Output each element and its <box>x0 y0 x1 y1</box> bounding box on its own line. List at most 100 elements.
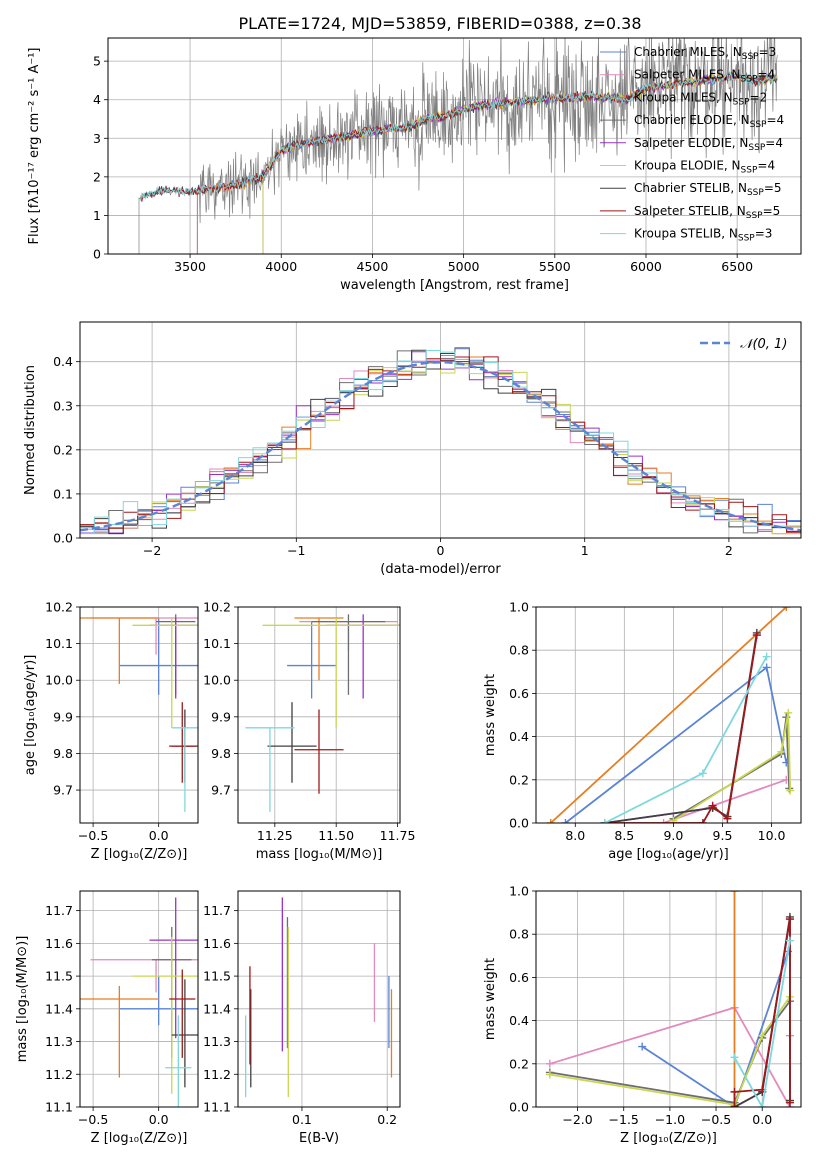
y-tick-label: 0.4 <box>509 1013 529 1028</box>
x-tick-label: 0.0 <box>752 1112 772 1127</box>
y-tick-label: 0.0 <box>509 1100 529 1115</box>
plot-area <box>546 607 795 823</box>
x-tick-label: 11.25 <box>257 828 293 843</box>
weight-marker <box>546 819 555 823</box>
y-tick-label: 0.0 <box>53 531 73 546</box>
x-tick-label: −0.5 <box>701 1112 731 1127</box>
histogram-step <box>80 356 801 533</box>
x-tick-label: 0.0 <box>149 828 169 843</box>
spectrum-model-line <box>140 72 777 201</box>
axes-frame <box>79 890 199 1108</box>
x-tick-label: 5000 <box>448 259 480 274</box>
y-tick-label: 10.0 <box>45 673 73 688</box>
x-tick-label: 2 <box>725 543 733 558</box>
axes-frame <box>535 606 802 824</box>
y-axis-label: mass weight <box>483 958 498 1040</box>
plot-area <box>80 347 801 535</box>
axes-frame <box>237 606 401 824</box>
y-tick-label: 11.6 <box>203 936 231 951</box>
y-tick-label: 10.1 <box>45 636 73 651</box>
x-axis-label: Z [log₁₀(Z/Z⊙)] <box>91 1131 188 1146</box>
x-tick-label: 1 <box>581 543 589 558</box>
weight-marker <box>758 1103 767 1107</box>
legend-label: Salpeter MILES, NSSP=4 <box>634 68 775 85</box>
x-axis-label: Z [log₁₀(Z/Z⊙)] <box>91 847 188 862</box>
y-tick-label: 5 <box>93 54 101 69</box>
axes-frame <box>79 321 802 539</box>
panel-mass_vs_ebv: 0.1 0.2 11.1 11.2 11.3 11.4 11.5 11.6 11.7 E(B-V) <box>203 890 401 1146</box>
y-tick-label: 11.5 <box>203 969 231 984</box>
legend-label: Salpeter STELIB, NSSP=5 <box>634 204 780 221</box>
y-tick-label: 11.2 <box>203 1067 231 1082</box>
x-tick-label: −0.5 <box>78 828 108 843</box>
weight-marker <box>561 819 570 823</box>
y-tick-label: 3 <box>93 131 101 146</box>
plot-area <box>245 614 400 813</box>
y-tick-label: 1.0 <box>509 600 529 615</box>
y-tick-label: 11.4 <box>203 1001 231 1016</box>
axes-frame <box>237 890 401 1108</box>
weight-marker <box>762 663 771 672</box>
y-tick-label: 1.0 <box>509 884 529 899</box>
weight-marker <box>784 708 793 717</box>
y-tick-label: 2 <box>93 169 101 184</box>
weight-marker <box>785 936 794 945</box>
y-tick-label: 1 <box>93 208 101 223</box>
x-tick-label: −2 <box>143 543 161 558</box>
weight-marker <box>762 652 771 661</box>
y-tick-label: 11.5 <box>45 969 73 984</box>
plot-area <box>138 38 778 254</box>
y-tick-label: 0.6 <box>509 686 529 701</box>
weight-line <box>549 996 791 1106</box>
x-tick-label: −0.5 <box>78 1112 108 1127</box>
legend-label: Salpeter ELODIE, NSSP=4 <box>634 136 783 153</box>
legend-label: Chabrier MILES, NSSP=3 <box>634 45 776 62</box>
y-tick-label: 11.7 <box>203 903 231 918</box>
legend-label: Kroupa ELODIE, NSSP=4 <box>634 159 775 176</box>
weight-marker <box>659 819 668 823</box>
figure-title: PLATE=1724, MJD=53859, FIBERID=0388, z=0… <box>238 14 641 33</box>
y-axis-label: Normed distribution <box>23 365 38 495</box>
x-tick-label: 8.5 <box>614 828 634 843</box>
y-tick-label: 0.2 <box>53 442 73 457</box>
x-tick-label: 0 <box>437 543 445 558</box>
y-tick-label: 0.8 <box>509 643 529 658</box>
panel-mass_vs_Z: −0.5 0.0 11.1 11.2 11.3 11.4 11.5 11.6 11.7 Z [lo… <box>15 890 199 1146</box>
weight-line <box>604 634 758 823</box>
plot-area <box>245 897 393 1098</box>
x-axis-label: (data-model)/error <box>380 562 501 577</box>
legend-label: 𝒩(0, 1) <box>740 337 787 352</box>
x-tick-label: 0.1 <box>292 1112 312 1127</box>
x-axis-label: age [log₁₀(age/yr)] <box>608 847 729 862</box>
y-tick-label: 0.4 <box>509 729 529 744</box>
weight-line <box>641 951 789 1107</box>
x-axis-label: wavelength [Angstrom, rest frame] <box>340 278 569 293</box>
y-tick-label: 0 <box>93 247 101 262</box>
axes-frame <box>79 606 199 824</box>
y-tick-label: 0.4 <box>53 354 73 369</box>
panel-residuals: −2 −1 0 1 2 0.0 0.1 0.2 0.3 0.4 (data-model)/error… <box>23 321 802 577</box>
x-tick-label: 6500 <box>721 259 753 274</box>
x-tick-label: 11.75 <box>380 828 416 843</box>
weight-line <box>564 665 788 823</box>
weight-line <box>604 632 758 823</box>
axes-frame <box>535 890 802 1108</box>
y-tick-label: 10.1 <box>203 636 231 651</box>
x-tick-label: −2.0 <box>562 1112 592 1127</box>
x-tick-label: 8.0 <box>565 828 585 843</box>
y-tick-label: 4 <box>93 92 101 107</box>
weight-line <box>733 940 791 1107</box>
weight-marker <box>698 769 707 778</box>
y-tick-label: 10.2 <box>203 600 231 615</box>
weight-marker <box>698 819 707 823</box>
x-tick-label: 3500 <box>174 259 206 274</box>
weight-marker <box>785 915 794 924</box>
y-tick-label: 11.1 <box>203 1100 231 1115</box>
weight-marker <box>730 1053 739 1062</box>
y-axis-label: mass [log₁₀(M/M⊙)] <box>15 936 30 1063</box>
x-tick-label: −1.5 <box>609 1112 639 1127</box>
y-tick-label: 11.3 <box>203 1034 231 1049</box>
x-tick-label: 11.50 <box>318 828 354 843</box>
x-tick-label: 10.0 <box>758 828 786 843</box>
weight-marker <box>785 1098 794 1107</box>
